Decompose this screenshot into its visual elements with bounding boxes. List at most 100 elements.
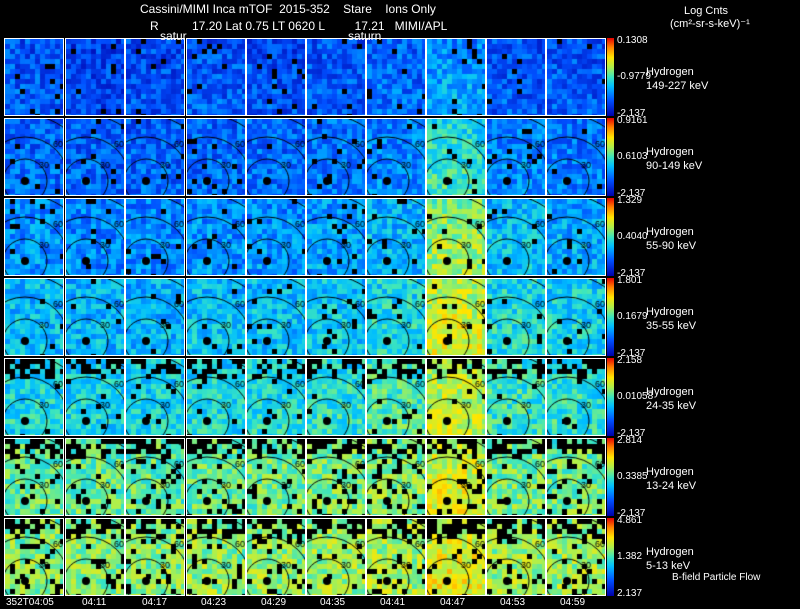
- intensity-map: [5, 519, 63, 595]
- image-cell: [366, 358, 426, 436]
- annotation-saturn: saturn: [348, 29, 382, 43]
- intensity-map: [487, 279, 545, 355]
- intensity-map: [307, 519, 365, 595]
- image-cell: [65, 278, 125, 356]
- title-line-2: R 17.20 Lat 0.75 LT 0620 L 17.21 MIMI/AP…: [150, 19, 448, 33]
- intensity-map: [247, 199, 305, 275]
- panel-energy-label: 90-149 keV: [646, 160, 703, 172]
- image-cell: [186, 38, 246, 116]
- intensity-map: [66, 119, 124, 195]
- image-cell: [125, 38, 185, 116]
- image-cell: [426, 518, 486, 596]
- image-cell: [486, 358, 546, 436]
- image-cell: [546, 358, 606, 436]
- image-cell: [65, 358, 125, 436]
- scale-min-label: -2.137: [617, 428, 646, 439]
- x-tick-label: 04:11: [82, 597, 107, 608]
- image-cell: [306, 518, 366, 596]
- intensity-map: [247, 119, 305, 195]
- intensity-map: [307, 39, 365, 115]
- image-cell: [426, 38, 486, 116]
- image-cell: [186, 438, 246, 516]
- x-tick-label: 352T04:05: [6, 597, 54, 608]
- intensity-map: [367, 439, 425, 515]
- intensity-map: [187, 519, 245, 595]
- scale-max-label: 0.9161: [617, 115, 648, 126]
- panel-energy-label: 149-227 keV: [646, 80, 709, 92]
- image-cell: [65, 198, 125, 276]
- intensity-map: [126, 199, 184, 275]
- image-cell: [125, 118, 185, 196]
- panel-species-label: Hydrogen: [646, 546, 694, 558]
- intensity-map: [307, 279, 365, 355]
- intensity-map: [547, 519, 605, 595]
- intensity-map: [5, 119, 63, 195]
- image-cell: [366, 38, 426, 116]
- intensity-map: [427, 279, 485, 355]
- intensity-map: [5, 199, 63, 275]
- image-cell: [546, 198, 606, 276]
- intensity-map: [427, 119, 485, 195]
- intensity-map: [247, 519, 305, 595]
- image-cell: [246, 198, 306, 276]
- intensity-map: [126, 39, 184, 115]
- image-cell: [426, 198, 486, 276]
- x-tick-label: 04:17: [142, 597, 168, 608]
- image-cell: [4, 358, 64, 436]
- image-cell: [546, 438, 606, 516]
- image-cell: [186, 518, 246, 596]
- intensity-map: [307, 119, 365, 195]
- scale-max-label: 2.158: [617, 355, 643, 366]
- x-tick-label: 04:59: [560, 597, 586, 608]
- intensity-map: [367, 199, 425, 275]
- image-cell: [486, 278, 546, 356]
- intensity-map: [547, 359, 605, 435]
- panel-species-label: Hydrogen: [646, 466, 694, 478]
- intensity-map: [487, 119, 545, 195]
- image-cell: [246, 518, 306, 596]
- intensity-map: [427, 199, 485, 275]
- scale-mid-label: 0.01058: [617, 391, 654, 402]
- intensity-map: [247, 39, 305, 115]
- color-scale-bar: [607, 278, 614, 356]
- intensity-map: [547, 119, 605, 195]
- panel-species-label: Hydrogen: [646, 386, 694, 398]
- scale-mid-label: 0.1679: [617, 311, 648, 322]
- intensity-map: [547, 439, 605, 515]
- image-cell: [486, 118, 546, 196]
- image-cell: [306, 198, 366, 276]
- image-cell: [125, 438, 185, 516]
- image-cell: [486, 198, 546, 276]
- color-scale-bar: [607, 358, 614, 436]
- intensity-map: [427, 359, 485, 435]
- image-cell: [366, 278, 426, 356]
- intensity-map: [187, 39, 245, 115]
- image-cell: [65, 438, 125, 516]
- image-cell: [426, 438, 486, 516]
- scale-max-label: 4.861: [617, 515, 643, 526]
- image-cell: [486, 518, 546, 596]
- image-cell: [186, 278, 246, 356]
- panel-energy-label: 13-24 keV: [646, 480, 697, 492]
- image-cell: [246, 438, 306, 516]
- scale-max-label: 1.329: [617, 195, 643, 206]
- intensity-map: [367, 519, 425, 595]
- image-cell: [125, 518, 185, 596]
- color-scale-bar: [607, 38, 614, 116]
- scale-max-label: 1.801: [617, 275, 643, 286]
- intensity-map: [187, 359, 245, 435]
- image-cell: [306, 38, 366, 116]
- intensity-map: [487, 39, 545, 115]
- image-cell: [125, 278, 185, 356]
- intensity-map: [547, 199, 605, 275]
- scale-max-label: 2.814: [617, 435, 643, 446]
- color-scale-bar: [607, 198, 614, 276]
- annotation-satur: satur: [160, 29, 187, 43]
- image-cell: [246, 358, 306, 436]
- image-cell: [4, 438, 64, 516]
- image-cell: [246, 118, 306, 196]
- image-cell: [366, 518, 426, 596]
- image-cell: [186, 198, 246, 276]
- x-tick-label: 04:29: [261, 597, 287, 608]
